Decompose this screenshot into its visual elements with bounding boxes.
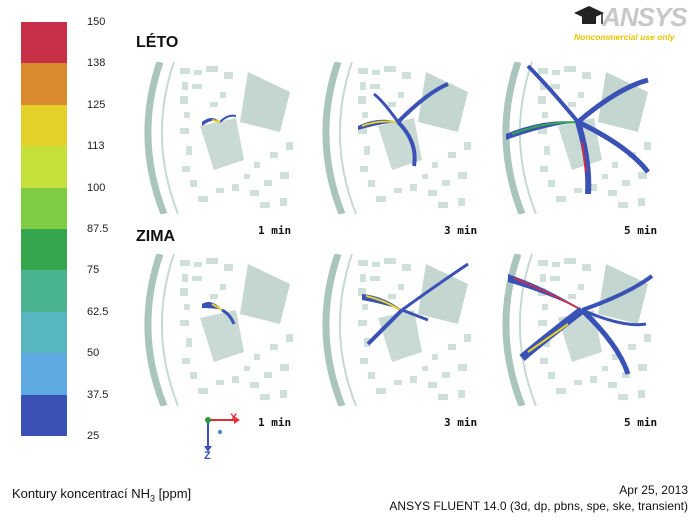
contour-map-summer-3min — [318, 62, 476, 214]
colorbar-band — [21, 311, 67, 354]
caption-main: Kontury koncentrací NH — [12, 486, 151, 501]
colorbar-tick-label: 25 — [87, 430, 100, 442]
colorbar-tick-label: 113 — [87, 140, 105, 153]
colorbar-band — [21, 22, 67, 64]
logo-subtitle: Noncommercial use only — [574, 32, 675, 42]
colorbar — [21, 22, 67, 436]
contour-panel-winter-1min — [140, 254, 298, 406]
time-label-summer-1: 1 min — [258, 224, 292, 237]
caption-subscript: 3 — [150, 493, 156, 504]
colorbar-tick-label: 37.5 — [87, 388, 109, 401]
contour-panel-summer-5min — [498, 62, 656, 214]
axis-z-label: Z — [204, 450, 211, 462]
colorbar-tick-label: 87.5 — [87, 223, 109, 235]
caption-unit: [ppm] — [155, 486, 192, 501]
colorbar-tick-label: 75 — [87, 264, 100, 277]
logo-brand: ANSYS — [602, 2, 688, 32]
section-label-summer: LÉTO — [136, 34, 179, 51]
ansys-logo: ANSYS Noncommercial use only — [572, 2, 692, 42]
colorbar-band — [21, 63, 67, 105]
colorbar-band — [21, 146, 67, 188]
contour-panel-winter-3min — [318, 254, 476, 406]
time-label-winter-3: 5 min — [624, 416, 658, 429]
colorbar-band — [21, 353, 67, 395]
colorbar-band — [21, 187, 67, 229]
axis-x-label: X — [230, 412, 238, 424]
colorbar-tick-label: 62.5 — [87, 305, 109, 318]
colorbar-tick-label: 100 — [87, 181, 106, 194]
time-label-winter-2: 3 min — [444, 416, 478, 429]
contour-panel-summer-1min — [140, 62, 298, 214]
contour-panel-summer-3min — [318, 62, 476, 214]
contour-map-summer-1min — [140, 62, 298, 214]
axis-triad: X Z — [196, 412, 246, 462]
contour-panel-winter-5min — [498, 254, 656, 406]
time-label-summer-2: 3 min — [444, 224, 478, 237]
colorbar-tick-label: 50 — [87, 347, 100, 360]
colorbar-band — [21, 104, 67, 147]
time-label-summer-3: 5 min — [624, 224, 658, 237]
colorbar-band — [21, 394, 67, 436]
graduation-cap-icon — [574, 6, 604, 24]
colorbar-tick-label: 150 — [87, 16, 106, 28]
colorbar-band — [21, 270, 67, 312]
footer-app-info: ANSYS FLUENT 14.0 (3d, dp, pbns, spe, sk… — [389, 499, 688, 513]
contour-map-summer-5min — [498, 62, 656, 214]
footer-date: Apr 25, 2013 — [619, 483, 688, 497]
contour-caption: Kontury koncentrací NH3 [ppm] — [12, 486, 191, 504]
colorbar-tick-label: 138 — [87, 57, 106, 70]
contour-map-winter-1min — [140, 254, 298, 406]
time-label-winter-1: 1 min — [258, 416, 292, 429]
contour-map-winter-3min — [318, 254, 476, 406]
section-label-winter: ZIMA — [136, 228, 176, 245]
colorbar-tick-label: 125 — [87, 98, 106, 111]
colorbar-band — [21, 229, 67, 271]
contour-map-winter-5min — [498, 254, 656, 406]
